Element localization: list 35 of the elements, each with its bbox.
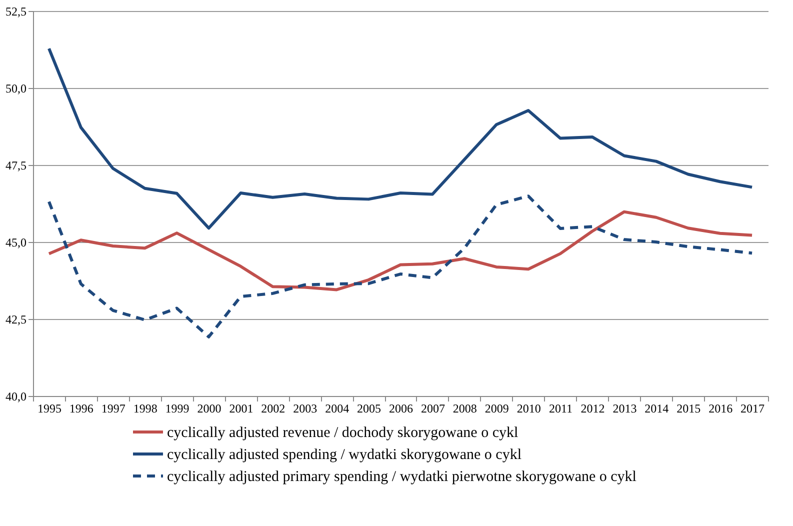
x-tick-label: 2009 [484, 402, 509, 416]
legend-label: cyclically adjusted spending / wydatki skorygowane o cykl [167, 447, 522, 463]
x-tick-label: 2004 [325, 402, 350, 416]
line-series [47, 194, 754, 338]
line-series [47, 210, 754, 292]
x-tick-label: 2015 [676, 402, 701, 416]
x-tick-label: 2014 [644, 402, 669, 416]
y-tick-label: 50,0 [6, 82, 26, 96]
y-tick-label: 45,0 [6, 236, 26, 250]
x-tick-label: 2006 [389, 402, 413, 416]
x-tick-label: 2008 [452, 402, 477, 416]
x-tick-label: 2000 [197, 402, 222, 416]
x-tick-label: 1996 [69, 402, 94, 416]
x-tick-label: 2012 [580, 402, 605, 416]
y-tick-label: 42,5 [6, 312, 26, 326]
x-tick-label: 2005 [357, 402, 382, 416]
x-tick-label: 1997 [101, 402, 126, 416]
legend-label: cyclically adjusted revenue / dochody skorygowane o cykl [167, 425, 518, 441]
x-tick-label: 2016 [708, 402, 733, 416]
x-tick-label: 1995 [37, 402, 62, 416]
x-tick-label: 1999 [165, 402, 190, 416]
legend-label: cyclically adjusted primary spending / wydatki pierwotne skorygowane o cykl [167, 469, 636, 485]
x-tick-label: 2007 [420, 402, 445, 416]
line-series [47, 47, 754, 230]
x-tick-label: 2002 [261, 402, 286, 416]
y-tick-label: 52,5 [6, 4, 26, 18]
y-tick-label: 47,5 [6, 158, 26, 172]
x-tick-label: 2017 [740, 402, 765, 416]
x-tick-label: 2013 [612, 402, 637, 416]
y-tick-label: 40,0 [6, 390, 26, 404]
x-tick-label: 2003 [293, 402, 318, 416]
x-tick-label: 2011 [549, 402, 573, 416]
x-tick-label: 2010 [516, 402, 541, 416]
x-tick-label: 1998 [133, 402, 158, 416]
x-tick-label: 2001 [229, 402, 254, 416]
